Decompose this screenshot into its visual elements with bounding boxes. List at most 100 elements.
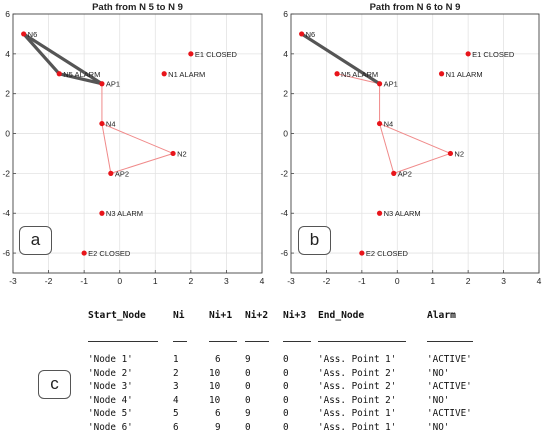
x-tick-label: 4 xyxy=(260,276,265,286)
table-cell: 0 xyxy=(245,394,251,406)
header-underline xyxy=(245,341,269,342)
table-cell: 'NO' xyxy=(427,367,450,379)
table-cell: 2 xyxy=(173,367,179,379)
header-underline xyxy=(209,341,237,342)
node-label: N1 ALARM xyxy=(446,70,483,79)
y-tick-label: 4 xyxy=(5,49,10,59)
node-point xyxy=(465,51,471,57)
table-cell: 0 xyxy=(245,381,251,393)
x-tick-label: -2 xyxy=(45,276,53,286)
table-cell: 'Ass. Point 2' xyxy=(318,381,397,393)
x-tick-label: 0 xyxy=(395,276,400,286)
panel-label-b: b xyxy=(298,226,331,255)
node-point xyxy=(376,120,383,127)
node-point xyxy=(359,250,365,256)
table-cell: 0 xyxy=(245,422,251,433)
node-label: N2 xyxy=(454,149,464,158)
table-cell: 'NO' xyxy=(427,394,450,406)
x-tick-label: -3 xyxy=(287,276,295,286)
node-point xyxy=(376,81,383,87)
table-cell: 'Ass. Point 1' xyxy=(318,354,397,365)
x-tick-label: -1 xyxy=(358,276,366,286)
node-point xyxy=(170,150,176,157)
node-label: N4 xyxy=(106,120,116,129)
table-cell: 4 xyxy=(173,394,179,406)
node-label: AP1 xyxy=(106,80,120,89)
table-header: Ni+1 xyxy=(209,310,233,321)
table-cell: 'NO' xyxy=(427,422,450,433)
table-cell: 'Node 4' xyxy=(88,394,133,406)
node-label: N5 ALARM xyxy=(63,70,100,79)
node-point xyxy=(99,81,105,87)
table-cell: 0 xyxy=(283,367,289,379)
node-point xyxy=(161,71,167,77)
path-line xyxy=(57,72,104,86)
node-label: N2 xyxy=(177,149,187,158)
edge-line xyxy=(379,123,395,174)
chart-panel-a: -3 -2 -1 0 1 2 3 4 -6 -4 -2 0 2 4 6 Path from N 5 to N … xyxy=(2,2,264,286)
plot-area xyxy=(13,14,262,273)
node-point xyxy=(334,71,340,77)
chart-panel-b: -3 -2 -1 0 1 2 3 4 -6 -4 -2 0 2 4 6 Path from N 6 to N … xyxy=(280,2,541,286)
table-cell: 0 xyxy=(283,394,289,406)
edge-line xyxy=(379,123,451,154)
table-cell: 'Node 5' xyxy=(88,408,133,420)
table-cell: 'Node 3' xyxy=(88,381,133,393)
node-point xyxy=(188,51,194,57)
table-cell: 6 xyxy=(173,422,179,433)
node-label: AP1 xyxy=(384,80,398,89)
node-point xyxy=(391,170,397,176)
x-tick-label: 4 xyxy=(537,276,542,286)
table-cell: 0 xyxy=(245,367,251,379)
table-panel: Start_Node Ni Ni+1 Ni+2 Ni+3 End_Node Alarm 'No… xyxy=(0,300,550,433)
table-cell: 1 xyxy=(173,354,179,365)
edge-line xyxy=(110,152,174,174)
figure: -3 -2 -1 0 1 2 3 4 -6 -4 -2 0 2 4 6 Path from N 5 to N … xyxy=(2,2,541,286)
table-header: Ni+2 xyxy=(245,310,269,321)
y-tick-label: 6 xyxy=(283,9,288,19)
y-tick-label: 4 xyxy=(283,49,288,59)
edge-line xyxy=(101,123,174,154)
plot-frame xyxy=(12,13,263,274)
table-cell: 'Ass. Point 1' xyxy=(318,422,397,433)
table-cell: 9 xyxy=(245,408,251,420)
plot-area xyxy=(291,14,539,273)
table-cell: 'Node 6' xyxy=(88,422,133,433)
table-cell: 3 xyxy=(173,381,179,393)
table-cell: 6 xyxy=(215,408,221,420)
x-tick-label: -3 xyxy=(9,276,17,286)
y-tick-label: 0 xyxy=(283,129,288,139)
table-cell: 9 xyxy=(245,354,251,365)
table-cell: 10 xyxy=(209,367,221,379)
table-cell: 'Ass. Point 2' xyxy=(318,367,397,379)
y-tick-label: -6 xyxy=(280,248,288,258)
panel-label-c: c xyxy=(38,370,71,399)
edge-line xyxy=(336,73,380,85)
y-tick-label: -2 xyxy=(2,168,10,178)
header-underline xyxy=(173,341,187,342)
node-point xyxy=(376,210,383,216)
node-label: AP2 xyxy=(398,169,412,178)
node-label: E2 CLOSED xyxy=(88,249,131,258)
node-label: N6 xyxy=(306,30,316,39)
path-line xyxy=(22,32,61,76)
edge-line xyxy=(101,123,112,174)
x-tick-label: 3 xyxy=(501,276,506,286)
table-cell: 'ACTIVE' xyxy=(427,381,472,393)
y-tick-label: 2 xyxy=(5,89,10,99)
header-underline xyxy=(283,341,311,342)
node-label: N6 xyxy=(28,30,38,39)
y-tick-label: -6 xyxy=(2,248,10,258)
table-cell: 'Ass. Point 2' xyxy=(318,394,397,406)
table-cell: 10 xyxy=(209,381,221,393)
y-tick-label: -4 xyxy=(280,208,288,218)
x-tick-label: 3 xyxy=(224,276,229,286)
plot-frame xyxy=(290,13,540,274)
node-point xyxy=(99,210,105,216)
y-tick-label: 0 xyxy=(5,129,10,139)
node-label: N4 xyxy=(384,120,394,129)
path-line xyxy=(300,32,382,86)
chart-title: Path from N 6 to N 9 xyxy=(370,2,461,13)
node-label: N1 ALARM xyxy=(168,70,205,79)
y-tick-label: 2 xyxy=(283,89,288,99)
